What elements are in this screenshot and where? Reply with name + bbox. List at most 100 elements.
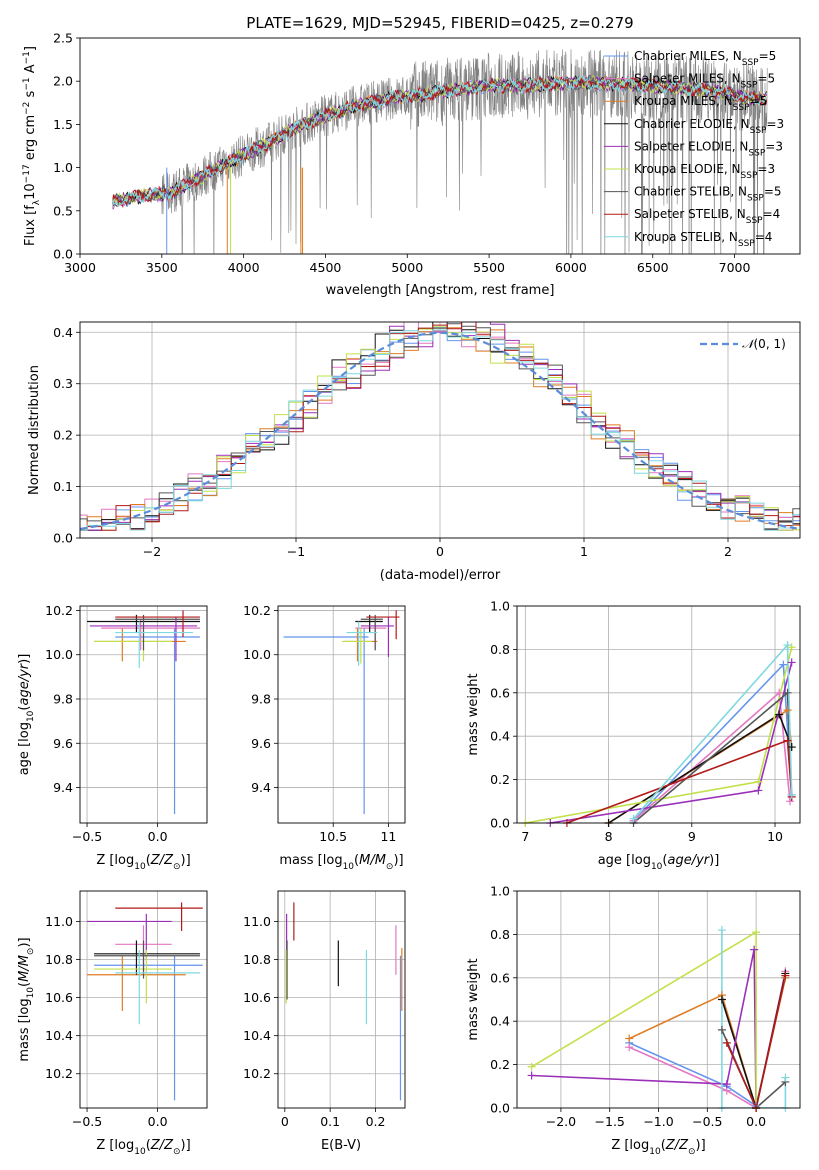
panel-spectrum: 3000 3500 4000 4500 5000 5500 6000 6500 7000 0.0 0… bbox=[22, 31, 801, 298]
x-tick-label: 6500 bbox=[637, 260, 669, 275]
x-axis-label: age [log10(age/yr)] bbox=[598, 853, 720, 872]
model-line-kroupa-stelib bbox=[112, 74, 767, 207]
weight-line-salpeter-elodie bbox=[531, 949, 757, 1108]
weight-marker bbox=[754, 786, 763, 795]
y-tick-label: 1.5 bbox=[53, 117, 73, 132]
plot-area bbox=[80, 606, 207, 823]
plot-area bbox=[80, 322, 800, 538]
y-tick-label: 10.6 bbox=[243, 990, 271, 1005]
x-tick-label: −1 bbox=[287, 544, 305, 559]
y-tick-label: 0.4 bbox=[53, 325, 73, 340]
plot-area bbox=[80, 891, 207, 1108]
x-tick-label: 10 bbox=[767, 829, 783, 844]
x-tick-label: −2 bbox=[143, 544, 161, 559]
x-tick-label: 3500 bbox=[146, 260, 178, 275]
y-tick-label: 0.2 bbox=[490, 1057, 510, 1072]
legend-label: Chabrier MILES, NSSP=5 bbox=[634, 49, 776, 68]
y-tick-label: 2.0 bbox=[53, 74, 73, 89]
y-tick-label: 11.0 bbox=[45, 914, 73, 929]
x-tick-label: 5500 bbox=[473, 260, 505, 275]
y-tick-label: 10.0 bbox=[243, 647, 271, 662]
x-tick-label: 11 bbox=[380, 829, 396, 844]
histogram-salpeter-stelib bbox=[80, 322, 800, 531]
weight-marker bbox=[722, 1080, 731, 1089]
y-tick-label: 0.4 bbox=[490, 729, 510, 744]
legend-label: Salpeter STELIB, NSSP=4 bbox=[634, 207, 780, 226]
x-tick-label: 0.2 bbox=[366, 1114, 386, 1129]
y-tick-label: 0.0 bbox=[490, 816, 510, 831]
y-axis-label: Normed distribution bbox=[27, 365, 42, 495]
x-tick-label: 0 bbox=[436, 544, 444, 559]
weight-line-salpeter-stelib bbox=[726, 975, 787, 1108]
panel-mass_vs_EBV: 0 0.1 0.2 10.2 10.4 10.6 10.8 11.0 E(B-V) bbox=[243, 890, 406, 1153]
y-tick-label: 10.2 bbox=[45, 1066, 73, 1081]
legend-label: 𝒩(0, 1) bbox=[742, 337, 786, 351]
y-tick-label: 11.0 bbox=[243, 914, 271, 929]
y-tick-label: 9.8 bbox=[251, 692, 271, 707]
legend-label: Salpeter ELODIE, NSSP=3 bbox=[634, 139, 783, 158]
x-tick-label: 2 bbox=[724, 544, 732, 559]
weight-line-kroupa-elodie bbox=[525, 647, 793, 823]
x-tick-label: −1.0 bbox=[643, 1114, 673, 1129]
x-axis-label: mass [log10(M/M⊙)] bbox=[279, 853, 403, 872]
y-axis-label: mass weight bbox=[466, 958, 481, 1040]
weight-line-salpeter-elodie bbox=[550, 662, 793, 823]
model-line-kroupa-elodie bbox=[112, 75, 767, 205]
weight-marker bbox=[779, 660, 788, 669]
plot-area bbox=[278, 891, 405, 1108]
x-tick-label: −0.5 bbox=[72, 829, 102, 844]
axes-frame bbox=[277, 890, 406, 1109]
legend-label: Kroupa MILES, NSSP=5 bbox=[634, 94, 767, 113]
y-tick-label: 0.8 bbox=[490, 927, 510, 942]
axes-frame bbox=[516, 890, 801, 1109]
x-tick-label: 3000 bbox=[64, 260, 96, 275]
weight-marker bbox=[783, 736, 792, 745]
y-tick-label: 0.6 bbox=[490, 685, 510, 700]
x-axis-label: E(B-V) bbox=[321, 1138, 361, 1153]
legend-label: Salpeter MILES, NSSP=5 bbox=[634, 72, 775, 91]
weight-marker bbox=[717, 926, 726, 935]
x-tick-label: 1 bbox=[580, 544, 588, 559]
y-tick-label: 1.0 bbox=[490, 599, 510, 614]
x-tick-label: −2.0 bbox=[546, 1114, 576, 1129]
weight-marker bbox=[783, 688, 792, 697]
y-axis-label: age [log10(age/yr)] bbox=[17, 654, 36, 776]
y-tick-label: 0.0 bbox=[53, 531, 73, 546]
y-tick-label: 0.3 bbox=[53, 376, 73, 391]
plot-area bbox=[278, 606, 405, 823]
x-tick-label: 0 bbox=[281, 1114, 289, 1129]
weight-line-kroupa-stelib bbox=[632, 643, 793, 820]
y-tick-label: 0.5 bbox=[53, 203, 73, 218]
axes-frame bbox=[79, 321, 801, 539]
x-tick-label: 8 bbox=[605, 829, 613, 844]
x-axis-label: Z [log10(Z/Z⊙)] bbox=[611, 1138, 705, 1157]
weight-marker bbox=[750, 945, 759, 954]
panel-age_vs_Z: −0.5 0.0 9.4 9.6 9.8 10.0 10.2 Z [log10(Z/Z⊙)] a… bbox=[17, 603, 208, 872]
x-tick-label: −0.5 bbox=[72, 1114, 102, 1129]
y-tick-label: 10.4 bbox=[243, 1028, 271, 1043]
plot-area bbox=[517, 891, 800, 1108]
y-tick-label: 10.8 bbox=[45, 952, 73, 967]
y-tick-label: 0.2 bbox=[490, 772, 510, 787]
y-tick-label: 10.6 bbox=[45, 990, 73, 1005]
legend-label: Kroupa ELODIE, NSSP=3 bbox=[634, 162, 775, 181]
weight-marker bbox=[722, 1038, 731, 1047]
y-tick-label: 0.0 bbox=[490, 1101, 510, 1116]
y-tick-label: 0.6 bbox=[490, 970, 510, 985]
panel-age_vs_mass: 10.5 11 9.4 9.6 9.8 10.0 10.2 mass [log10(M/M⊙)… bbox=[243, 603, 406, 872]
x-tick-label: 7 bbox=[521, 829, 529, 844]
weight-marker bbox=[781, 1073, 790, 1082]
weight-marker bbox=[629, 814, 638, 823]
y-tick-label: 1.0 bbox=[53, 160, 73, 175]
x-axis-label: Z [log10(Z/Z⊙)] bbox=[96, 1138, 190, 1157]
axes-frame bbox=[79, 890, 208, 1109]
x-tick-label: −0.5 bbox=[692, 1114, 722, 1129]
y-tick-label: 10.2 bbox=[243, 603, 271, 618]
axes-frame bbox=[277, 605, 406, 824]
y-tick-label: 10.2 bbox=[45, 603, 73, 618]
x-axis-label: (data-model)/error bbox=[380, 568, 501, 583]
y-tick-label: 0.0 bbox=[53, 247, 73, 262]
weight-marker bbox=[786, 797, 795, 806]
x-tick-label: 4500 bbox=[310, 260, 342, 275]
